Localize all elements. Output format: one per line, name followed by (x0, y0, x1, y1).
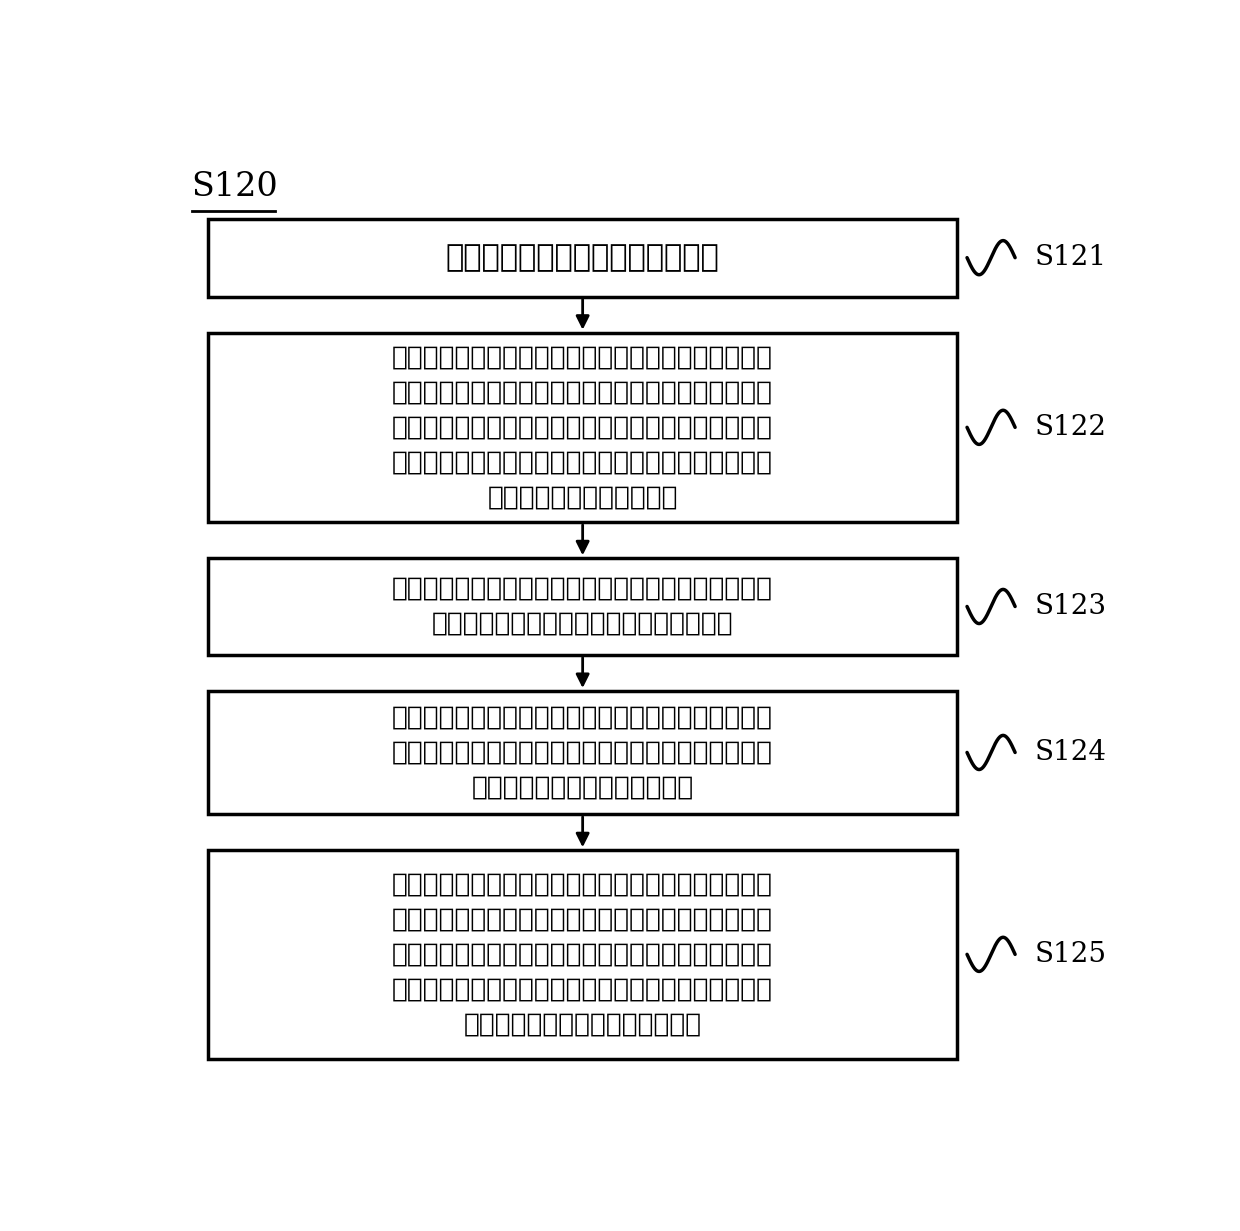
Bar (208, 558, 957, 655)
Text: S120: S120 (191, 171, 278, 203)
Text: S124: S124 (1034, 739, 1106, 766)
Text: S122: S122 (1034, 414, 1106, 441)
Bar (208, 219, 957, 297)
Text: 将该声音信号的频带分为多个子带: 将该声音信号的频带分为多个子带 (445, 244, 719, 272)
Text: S121: S121 (1034, 244, 1106, 271)
Text: 若所有谐频波峰的总能量与所有不存在强风噪的子带的
总能量的比值大于第四比较门限，则确定该声音信号的
当前帧有浊音，若所有谐频波峰的总能量与所有不存在
强风噪的子: 若所有谐频波峰的总能量与所有不存在强风噪的子带的 总能量的比值大于第四比较门限，… (392, 872, 774, 1038)
Text: S123: S123 (1034, 593, 1106, 620)
Text: 确定该声音信号的功率谱在所有不存在强风噪的子带组
成的频段范围内的局部最大值和局部最小值: 确定该声音信号的功率谱在所有不存在强风噪的子带组 成的频段范围内的局部最大值和局… (392, 576, 774, 636)
Text: 对于每个子带，若该每个子带上该声音信号的能量与语
音长时平均能量的比值不小于第二比较门限，则确定该
每个子带存在强风噪，若该每个子带上该声音信号的能
量与语音长: 对于每个子带，若该每个子带上该声音信号的能量与语 音长时平均能量的比值不小于第二… (392, 345, 774, 511)
Bar (208, 851, 957, 1059)
Text: S125: S125 (1034, 940, 1106, 968)
Text: 对于每个局部最大值，若该每个局部最大值与该每个局
部最大值相邻的局部最小值的比值大于第三比较门限，
则确定该局部最大值为谐频波峰: 对于每个局部最大值，若该每个局部最大值与该每个局 部最大值相邻的局部最小值的比值… (392, 704, 774, 800)
Bar (208, 691, 957, 814)
Bar (208, 332, 957, 522)
